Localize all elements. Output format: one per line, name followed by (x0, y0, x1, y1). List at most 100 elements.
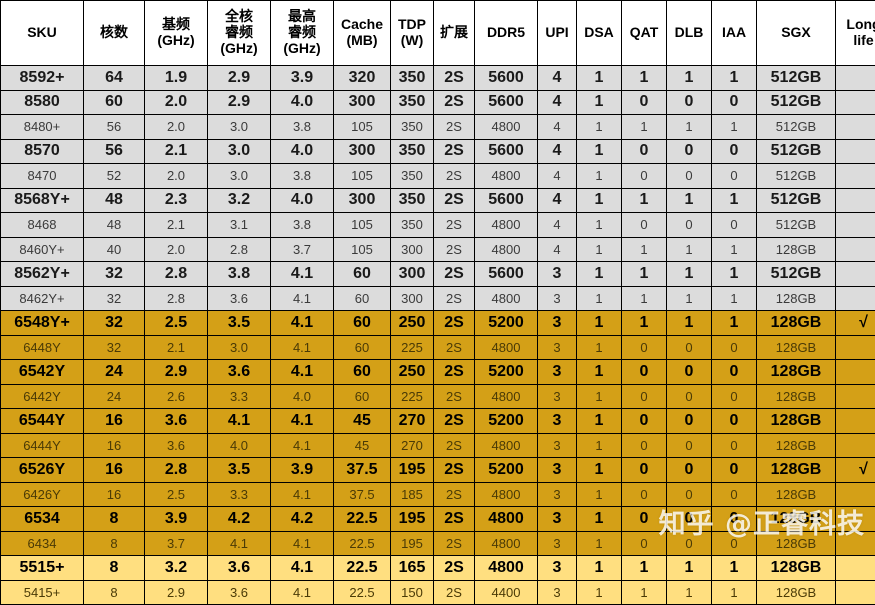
cell-upi: 3 (538, 311, 577, 336)
cell-base: 2.5 (145, 311, 208, 336)
cell-ddr5: 5200 (475, 360, 538, 385)
cell-sku: 6534 (1, 507, 84, 532)
cell-sku: 8580 (1, 90, 84, 115)
cell-cores: 32 (84, 311, 145, 336)
cell-cache: 60 (334, 311, 391, 336)
cell-ddr5: 4800 (475, 335, 538, 360)
cell-qat: 0 (622, 531, 667, 556)
cell-ddr5: 4800 (475, 237, 538, 262)
cell-base: 2.0 (145, 164, 208, 189)
cell-longlife (836, 66, 875, 91)
cell-ddr5: 4800 (475, 556, 538, 581)
cell-allcore: 4.1 (208, 531, 271, 556)
cell-dlb: 1 (667, 580, 712, 605)
cell-base: 3.7 (145, 531, 208, 556)
cell-tdp: 300 (391, 237, 434, 262)
cell-dsa: 1 (577, 237, 622, 262)
cell-cores: 8 (84, 580, 145, 605)
cell-tdp: 350 (391, 164, 434, 189)
cell-cache: 60 (334, 286, 391, 311)
column-header-sku: SKU (1, 1, 84, 66)
column-header-upi: UPI (538, 1, 577, 66)
column-header-line: DSA (577, 25, 621, 41)
cell-base: 3.9 (145, 507, 208, 532)
cell-upi: 4 (538, 237, 577, 262)
cell-scale: 2S (434, 66, 475, 91)
cell-allcore: 4.1 (208, 409, 271, 434)
cell-upi: 4 (538, 66, 577, 91)
cell-qat: 1 (622, 556, 667, 581)
cell-cores: 48 (84, 188, 145, 213)
cell-qat: 0 (622, 90, 667, 115)
cell-sgx: 128GB (757, 286, 836, 311)
cell-ddr5: 5200 (475, 311, 538, 336)
cell-dsa: 1 (577, 164, 622, 189)
cell-cache: 22.5 (334, 507, 391, 532)
cell-sku: 8470 (1, 164, 84, 189)
cell-ddr5: 4800 (475, 433, 538, 458)
cell-base: 2.0 (145, 237, 208, 262)
cell-sku: 6442Y (1, 384, 84, 409)
column-header-line: SKU (1, 25, 83, 41)
cell-iaa: 0 (712, 507, 757, 532)
cell-dsa: 1 (577, 580, 622, 605)
cell-ddr5: 5600 (475, 188, 538, 213)
column-header-line: (GHz) (271, 41, 333, 57)
cell-allcore: 3.6 (208, 360, 271, 385)
cell-allcore: 3.5 (208, 458, 271, 483)
cell-base: 2.1 (145, 139, 208, 164)
column-header-qat: QAT (622, 1, 667, 66)
cell-upi: 4 (538, 90, 577, 115)
column-header-longlife: Longlife (836, 1, 875, 66)
cell-cache: 105 (334, 115, 391, 140)
cell-sgx: 128GB (757, 433, 836, 458)
cell-cores: 24 (84, 384, 145, 409)
cell-allcore: 3.0 (208, 164, 271, 189)
column-header-line: (W) (391, 33, 433, 49)
column-header-line: QAT (622, 25, 666, 41)
cell-qat: 0 (622, 458, 667, 483)
cell-sgx: 512GB (757, 66, 836, 91)
cell-turbo: 4.1 (271, 335, 334, 360)
column-header-line: life (836, 33, 875, 49)
cell-cache: 300 (334, 90, 391, 115)
cell-tdp: 350 (391, 66, 434, 91)
cell-qat: 1 (622, 66, 667, 91)
cell-ddr5: 5600 (475, 262, 538, 287)
column-header-line: 睿频 (271, 25, 333, 41)
cell-dlb: 0 (667, 531, 712, 556)
cell-sku: 6544Y (1, 409, 84, 434)
cell-upi: 4 (538, 213, 577, 238)
cell-scale: 2S (434, 458, 475, 483)
cell-qat: 1 (622, 237, 667, 262)
cell-scale: 2S (434, 433, 475, 458)
cell-qat: 1 (622, 311, 667, 336)
cell-ddr5: 4800 (475, 115, 538, 140)
cell-dsa: 1 (577, 66, 622, 91)
cell-longlife: √ (836, 311, 875, 336)
cell-cores: 16 (84, 482, 145, 507)
cell-qat: 0 (622, 482, 667, 507)
cell-base: 2.6 (145, 384, 208, 409)
cell-cache: 45 (334, 409, 391, 434)
cell-tdp: 270 (391, 409, 434, 434)
cell-dsa: 1 (577, 458, 622, 483)
cell-cores: 24 (84, 360, 145, 385)
cell-turbo: 4.1 (271, 482, 334, 507)
cell-turbo: 3.8 (271, 213, 334, 238)
cell-longlife (836, 507, 875, 532)
cell-dsa: 1 (577, 188, 622, 213)
cell-tdp: 350 (391, 139, 434, 164)
cell-sgx: 128GB (757, 384, 836, 409)
cell-qat: 1 (622, 286, 667, 311)
cell-cores: 60 (84, 90, 145, 115)
cell-sgx: 512GB (757, 262, 836, 287)
cell-sgx: 128GB (757, 335, 836, 360)
cell-upi: 3 (538, 433, 577, 458)
cell-allcore: 3.0 (208, 139, 271, 164)
